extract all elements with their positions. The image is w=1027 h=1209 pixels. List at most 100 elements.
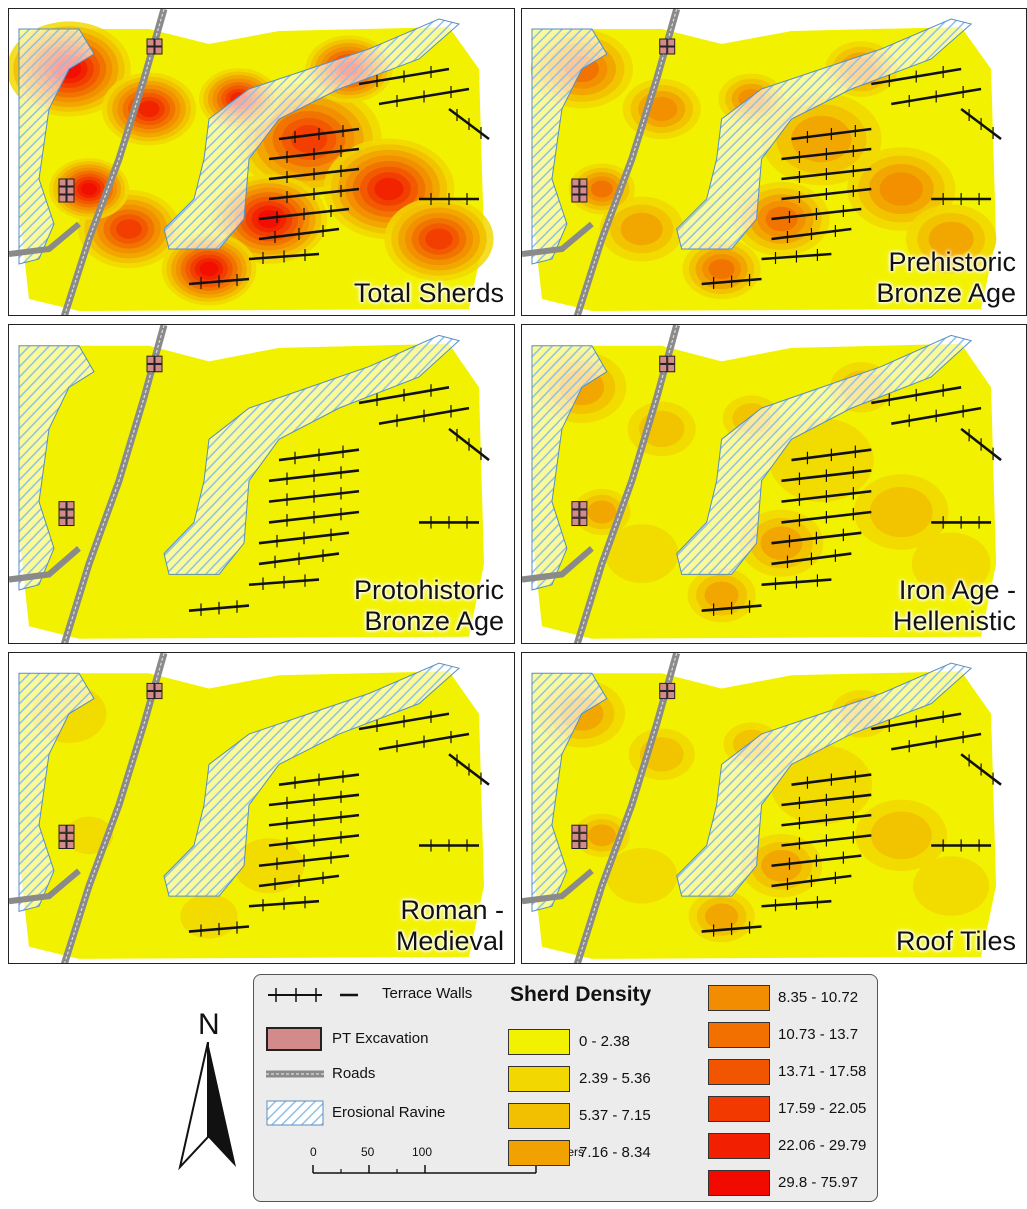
density-class-label: 0 - 2.38 [579, 1033, 630, 1050]
density-hotspot [138, 100, 160, 118]
legend-label-roads: Roads [332, 1065, 376, 1082]
pt-excavation [58, 832, 67, 841]
pt-excavation [66, 178, 75, 187]
density-map [9, 325, 490, 643]
density-hotspot [180, 894, 238, 939]
density-swatch [708, 1059, 770, 1085]
density-hotspot [199, 261, 219, 277]
panel-title: Roof Tiles [895, 926, 1016, 956]
road [9, 545, 81, 583]
pt-excavation [571, 178, 580, 187]
erosional-ravine [531, 345, 608, 591]
pt-excavation [154, 690, 163, 700]
density-swatch [508, 1066, 570, 1092]
pt-excavation [667, 363, 676, 373]
legend-label-erosional-ravine: Erosional Ravine [332, 1104, 446, 1121]
density-hotspot [928, 221, 974, 257]
density-hotspot [425, 228, 453, 250]
density-hotspot [587, 500, 617, 524]
density-class-label: 17.59 - 22.05 [778, 1100, 867, 1117]
pt-excavation [579, 178, 588, 187]
erosional-ravine [18, 345, 95, 591]
map-panel-roof-tiles: Roof Tiles [521, 652, 1027, 964]
density-hotspot [80, 182, 98, 196]
density-swatch [508, 1140, 570, 1166]
pt-excavation [579, 824, 588, 833]
map-panel-iron-age-hellenistic: Iron Age - Hellenistic [521, 324, 1027, 644]
pt-excavation [659, 363, 668, 373]
density-hotspot [606, 848, 678, 904]
pt-excavation [659, 38, 668, 47]
density-map [9, 9, 494, 315]
pt-excavation [146, 38, 155, 47]
scale-tick-50: 50 [361, 1145, 375, 1159]
pt-excavation [579, 186, 588, 195]
pt-excavation [58, 509, 67, 518]
pt-excavation [154, 363, 163, 373]
pt-excavation [66, 840, 75, 850]
pt-excavation [571, 194, 580, 203]
density-hotspot [620, 212, 663, 246]
density-swatch [708, 985, 770, 1011]
pt-excavation [667, 682, 676, 691]
pt-excavation [571, 824, 580, 833]
erosional-ravine [676, 18, 973, 250]
pt-excavation [659, 690, 668, 700]
density-hotspot [705, 903, 739, 930]
scale-tick-100: 100 [412, 1145, 433, 1159]
density-hotspot [116, 219, 142, 239]
density-hotspot [879, 172, 923, 206]
legend-label-terrace-walls: Terrace Walls [382, 985, 473, 1002]
pt-excavation [154, 355, 163, 364]
road [522, 868, 594, 905]
density-hotspot [708, 258, 735, 280]
road [522, 221, 594, 257]
pt-excavation [667, 46, 676, 55]
map-panel-protohistoric-bronze-age: Protohistoric Bronze Age [8, 324, 515, 644]
pt-excavation [58, 194, 67, 203]
map-legend: Terrace Walls PT Excavation Roads Erosio… [253, 974, 878, 1202]
pt-excavation [66, 517, 75, 527]
scale-bar [312, 1165, 537, 1174]
density-hotspot [791, 115, 852, 163]
pt-excavation [146, 355, 155, 364]
pt-excavation [571, 509, 580, 518]
erosional-ravine [163, 18, 461, 250]
density-class-label: 7.16 - 8.34 [579, 1144, 651, 1161]
density-class-label: 5.37 - 7.15 [579, 1107, 651, 1124]
pt-excavation [571, 501, 580, 510]
excavation-square-icon [266, 1027, 322, 1051]
density-map [522, 9, 1002, 315]
pt-excavation [154, 46, 163, 55]
pt-excavation [579, 501, 588, 510]
density-swatch [708, 1096, 770, 1122]
density-hotspot [590, 180, 613, 198]
pt-excavation [154, 682, 163, 691]
density-hotspot [704, 581, 739, 609]
pt-excavation [66, 194, 75, 203]
pt-excavation [66, 509, 75, 518]
pt-excavation [146, 46, 155, 55]
erosional-ravine [531, 28, 608, 265]
panel-title: Protohistoric Bronze Age [353, 575, 504, 636]
pt-excavation [66, 832, 75, 841]
density-hotspot [605, 524, 679, 583]
pt-excavation [58, 517, 67, 527]
erosional-ravine [676, 334, 973, 575]
pt-excavation [58, 178, 67, 187]
pt-excavation [659, 46, 668, 55]
panel-title: Roman - Medieval [395, 895, 504, 956]
density-class-label: 2.39 - 5.36 [579, 1070, 651, 1087]
pt-excavation [66, 824, 75, 833]
road [522, 545, 594, 583]
pt-excavation [66, 186, 75, 195]
pt-excavation [58, 186, 67, 195]
erosional-ravine [531, 672, 608, 912]
density-hotspot [870, 811, 932, 860]
panel-title: Total Sherds [353, 278, 504, 308]
map-panel-roman-medieval: Roman - Medieval [8, 652, 515, 964]
pt-excavation [58, 840, 67, 850]
north-arrow: N [178, 1008, 238, 1171]
pt-excavation [579, 840, 588, 850]
density-class-label: 13.71 - 17.58 [778, 1063, 867, 1080]
